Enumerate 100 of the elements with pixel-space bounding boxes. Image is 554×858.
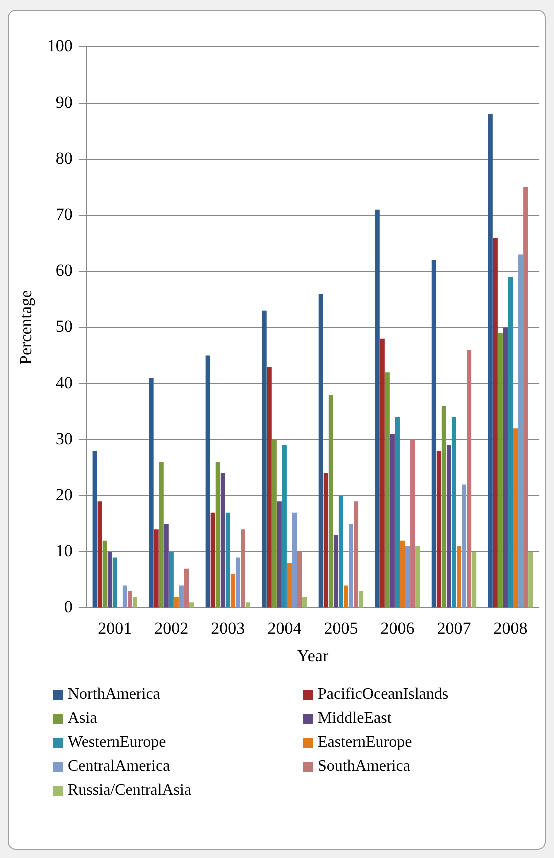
- x-tick-label: 2005: [324, 618, 358, 638]
- bar: [359, 591, 364, 608]
- x-tick-label: 2007: [437, 618, 472, 638]
- bar: [149, 378, 154, 608]
- bar: [406, 546, 410, 608]
- bar: [498, 333, 503, 608]
- y-tick-label: 40: [56, 373, 73, 392]
- bar: [292, 512, 297, 608]
- legend-label: MiddleEast: [318, 710, 392, 728]
- bar: [416, 546, 420, 608]
- bar: [236, 558, 240, 608]
- bar: [432, 260, 436, 608]
- bar: [328, 395, 334, 608]
- legend-label: SouthAmerica: [318, 758, 410, 776]
- bar: [302, 596, 308, 608]
- x-tick-label: 2003: [211, 618, 246, 638]
- bar: [262, 310, 267, 608]
- bar: [98, 502, 102, 608]
- bar: [385, 372, 390, 608]
- bar: [287, 563, 292, 608]
- legend-label: PacificOceanIslands: [318, 686, 449, 704]
- bar: [436, 451, 442, 608]
- bar: [154, 530, 159, 608]
- bar: [380, 338, 385, 608]
- bar: [169, 552, 174, 608]
- bar: [179, 586, 184, 608]
- bar: [442, 406, 446, 608]
- y-tick-label: 100: [47, 36, 73, 56]
- x-tick-label: 2008: [494, 618, 528, 638]
- y-tick-label: 60: [56, 261, 73, 280]
- bar: [334, 535, 338, 608]
- bar: [348, 524, 354, 608]
- bar: [190, 602, 194, 608]
- bar: [324, 474, 328, 608]
- bar: [462, 484, 467, 608]
- bar: [159, 462, 164, 608]
- bar: [206, 356, 210, 608]
- bar: [493, 238, 498, 608]
- bar: [92, 451, 98, 608]
- x-tick-label: 2001: [98, 618, 132, 638]
- bar: [528, 552, 534, 608]
- bar: [122, 586, 128, 608]
- bar: [410, 440, 416, 608]
- bar: [230, 574, 236, 608]
- bar: [524, 187, 528, 608]
- bar: [338, 496, 344, 608]
- bar: [472, 552, 477, 608]
- bar: [503, 328, 508, 608]
- bar: [246, 602, 251, 608]
- legend-label: Asia: [68, 710, 98, 728]
- bar: [467, 350, 472, 608]
- bar: [400, 540, 406, 608]
- bar: [132, 596, 138, 608]
- bar: [226, 512, 230, 608]
- bar: [456, 546, 462, 608]
- legend-label: EasternEurope: [318, 734, 412, 752]
- y-tick-label: 70: [56, 204, 73, 224]
- x-axis-title: Year: [297, 646, 329, 666]
- legend-label: WesternEurope: [68, 734, 166, 752]
- bar: [216, 462, 220, 608]
- bar: [518, 254, 524, 608]
- bar: [220, 474, 226, 608]
- bar: [282, 446, 287, 608]
- y-axis-title: Percentage: [16, 290, 36, 365]
- y-tick-label: 80: [56, 148, 73, 168]
- bar: [395, 417, 400, 608]
- bar: [354, 502, 359, 608]
- y-tick-label: 30: [56, 429, 73, 448]
- bar: [390, 434, 395, 608]
- bar: [240, 530, 246, 608]
- legend-label: CentralAmerica: [68, 758, 170, 776]
- bar: [272, 440, 277, 608]
- x-tick-label: 2006: [380, 618, 415, 638]
- y-tick-label: 90: [56, 92, 73, 112]
- bar: [488, 114, 493, 608]
- legend-label: Russia/CentralAsia: [68, 782, 192, 800]
- bar: [108, 552, 112, 608]
- y-tick-label: 50: [56, 317, 73, 336]
- bar: [174, 596, 179, 608]
- bar: [210, 512, 216, 608]
- y-tick-label: 10: [56, 542, 73, 561]
- y-tick-label: 0: [64, 598, 73, 617]
- y-tick-label: 20: [56, 485, 73, 504]
- bar: [514, 428, 518, 608]
- x-tick-label: 2002: [154, 618, 189, 638]
- bar: [184, 568, 189, 608]
- bar: [102, 540, 108, 608]
- bar: [452, 417, 456, 608]
- bar: [508, 277, 514, 608]
- bar: [318, 294, 324, 608]
- bar: [344, 586, 348, 608]
- bar: [164, 524, 169, 608]
- bar: [277, 502, 282, 608]
- legend-label: NorthAmerica: [68, 686, 160, 704]
- x-tick-label: 2004: [268, 618, 302, 638]
- bar: [446, 446, 452, 608]
- bar: [267, 366, 272, 608]
- bar: [112, 558, 118, 608]
- bar: [375, 210, 380, 608]
- bar: [128, 591, 132, 608]
